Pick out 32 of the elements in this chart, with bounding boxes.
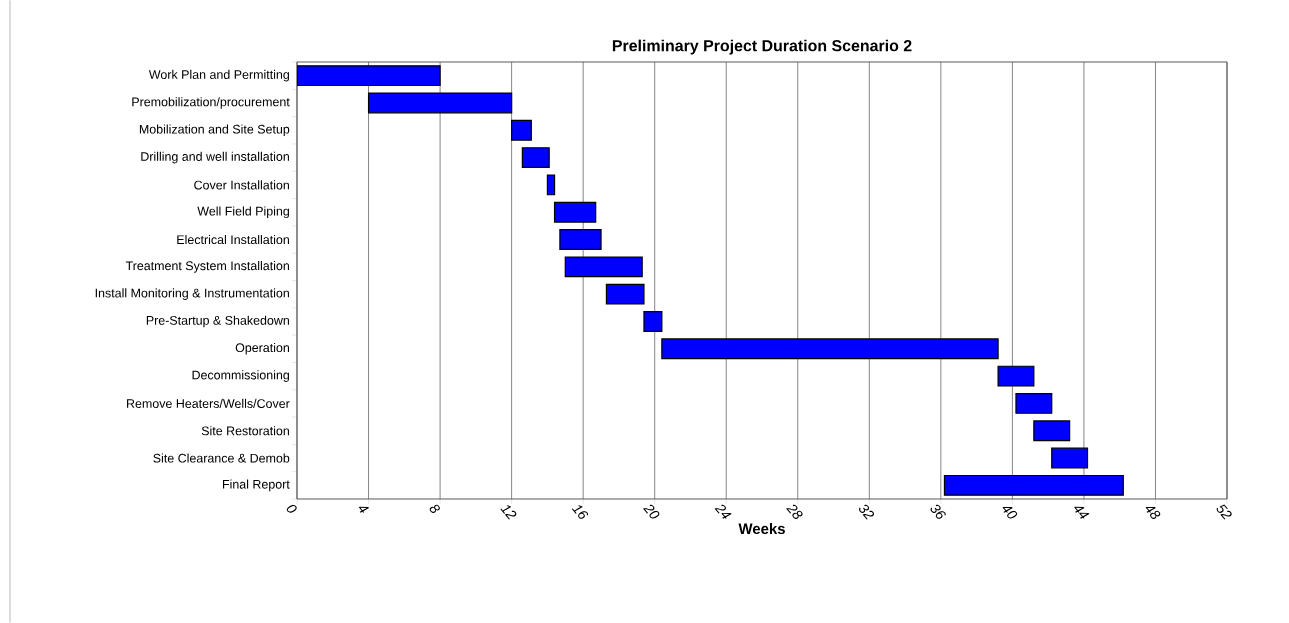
- y-tick-label: Site Clearance & Demob: [153, 453, 290, 463]
- y-tick-label: Decommissioning: [192, 370, 289, 382]
- x-tick-label: 52: [1216, 504, 1232, 520]
- y-tick-label: Final Report: [222, 479, 290, 492]
- y-tick-label: Pre-Startup & Shakedown: [146, 315, 289, 328]
- y-tick-label: Install Monitoring & Instrumentation: [95, 288, 289, 300]
- y-tick-label: Mobilization and Site Setup: [139, 124, 290, 137]
- y-tick-label: Work Plan and Permitting: [148, 69, 289, 82]
- x-tick-label: 36: [930, 504, 946, 519]
- x-tick-label: 32: [859, 504, 875, 520]
- x-tick-label: 20: [643, 504, 660, 519]
- x-tick-label: 16: [571, 505, 589, 519]
- y-tick-label: Premobilization/procurement: [132, 97, 290, 109]
- y-tick-label: Site Restoration: [201, 426, 289, 436]
- y-tick-label: Operation: [235, 342, 289, 355]
- x-tick-label: 8: [429, 504, 440, 513]
- y-tick-label: Remove Heaters/Wells/Cover: [127, 398, 290, 408]
- x-tick-label: 28: [786, 504, 803, 519]
- chart-title: Preliminary Project Duration Scenario 2: [612, 39, 912, 55]
- x-tick-label: 4: [358, 506, 370, 513]
- x-tick-label: 44: [1074, 506, 1090, 519]
- x-tick-label: 48: [1145, 506, 1161, 519]
- y-tick-label: Well Field Piping: [197, 206, 289, 219]
- y-tick-label: Cover Installation: [194, 180, 289, 190]
- y-tick-label: Treatment System Installation: [125, 261, 289, 273]
- x-tick-label: 40: [1002, 506, 1018, 519]
- x-tick-label: 12: [500, 505, 517, 520]
- x-tick-label: 24: [714, 504, 732, 519]
- y-tick-label: Electrical Installation: [177, 234, 289, 245]
- x-axis-title: Weeks: [738, 523, 785, 535]
- x-tick-label: 0: [286, 504, 297, 513]
- y-tick-label: Drilling and well installation: [141, 151, 289, 164]
